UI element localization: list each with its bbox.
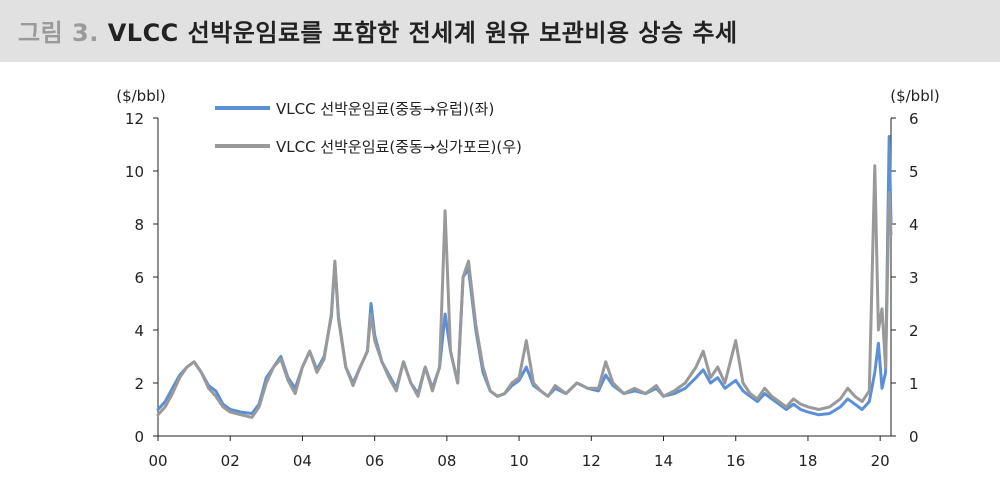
x-tick-label: 14 [654, 452, 673, 470]
y-right-tick-label: 4 [909, 216, 919, 234]
series-line-1 [156, 135, 893, 417]
chart-series [156, 135, 893, 419]
x-tick-label: 12 [582, 452, 601, 470]
y-left-tick-label: 0 [134, 428, 144, 446]
y-left-tick-label: 10 [125, 163, 144, 181]
y-right-tick-label: 3 [909, 269, 919, 287]
x-tick-label: 20 [871, 452, 890, 470]
y-right-tick-label: 6 [909, 110, 919, 128]
figure-title-text: VLCC 선박운임료를 포함한 전세계 원유 보관비용 상승 추세 [107, 19, 738, 47]
x-tick-label: 06 [365, 452, 384, 470]
chart-legend: VLCC 선박운임료(중동→유럽)(좌) VLCC 선박운임료(중동→싱가포르)(… [215, 100, 522, 156]
figure-title: 그림 3. VLCC 선박운임료를 포함한 전세계 원유 보관비용 상승 추세 [18, 13, 738, 48]
figure-label: 그림 3. [18, 19, 99, 47]
x-tick-label: 00 [148, 452, 167, 470]
y-right-tick-label: 2 [909, 322, 919, 340]
y-left-tick-label: 4 [134, 322, 144, 340]
series-line-2 [156, 164, 893, 419]
x-tick-label: 18 [798, 452, 817, 470]
y-left-tick-label: 8 [134, 216, 144, 234]
x-tick-label: 02 [221, 452, 240, 470]
y-right-tick-label: 5 [909, 163, 919, 181]
legend-label-1: VLCC 선박운임료(중동→유럽)(좌) [276, 100, 494, 118]
y-right-tick-label: 0 [909, 428, 919, 446]
y-left-tick-label: 12 [125, 110, 144, 128]
y-left-unit-label: ($/bbl) [116, 87, 166, 105]
x-tick-label: 04 [293, 452, 312, 470]
title-bar: 그림 3. VLCC 선박운임료를 포함한 전세계 원유 보관비용 상승 추세 [0, 0, 1000, 62]
x-tick-label: 08 [437, 452, 456, 470]
x-tick-label: 16 [726, 452, 745, 470]
y-right-unit-label: ($/bbl) [890, 87, 940, 105]
x-tick-label: 10 [510, 452, 529, 470]
legend-label-2: VLCC 선박운임료(중동→싱가포르)(우) [276, 138, 522, 156]
y-right-tick-label: 1 [909, 375, 919, 393]
y-left-tick-label: 6 [134, 269, 144, 287]
y-left-tick-label: 2 [134, 375, 144, 393]
